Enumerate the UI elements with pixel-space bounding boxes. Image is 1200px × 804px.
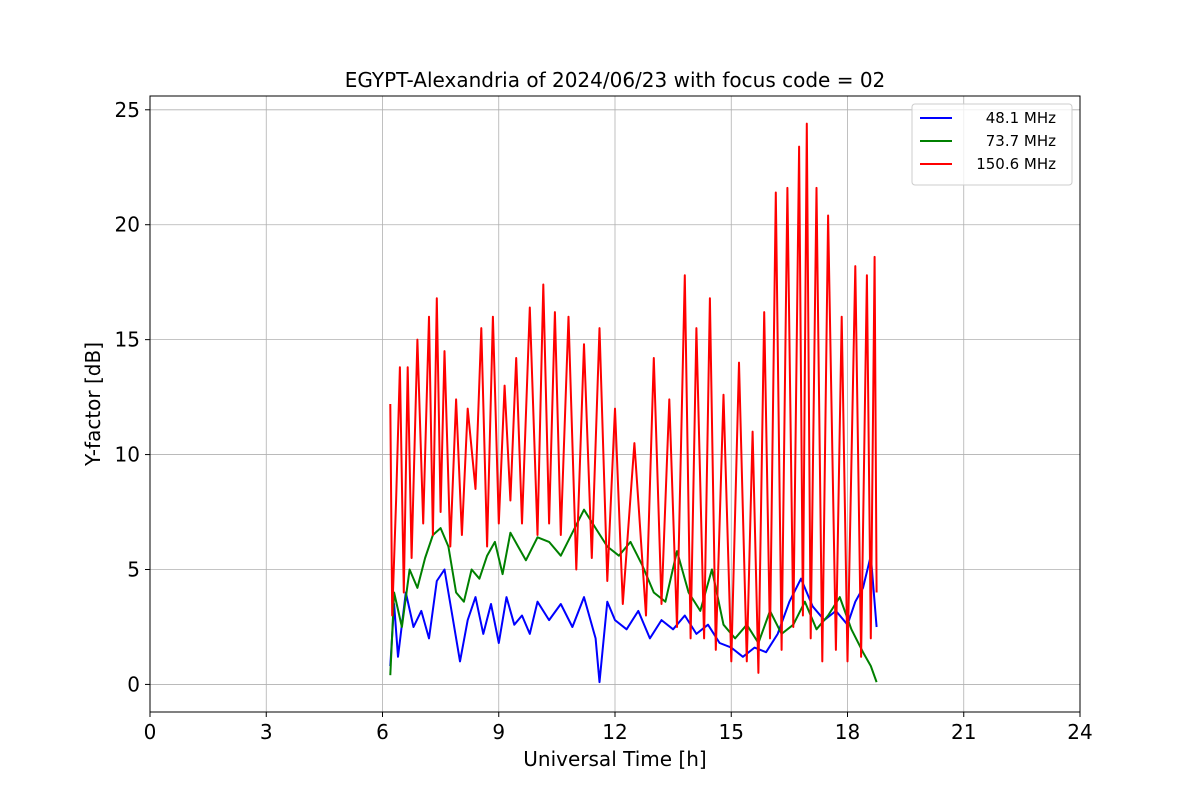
- legend-label: 73.7 MHz: [986, 132, 1056, 150]
- y-tick-label: 10: [115, 443, 140, 467]
- legend-label: 150.6 MHz: [976, 155, 1056, 173]
- y-axis-label: Y-factor [dB]: [81, 342, 105, 467]
- y-tick-label: 15: [115, 328, 140, 352]
- series-lines: [389, 122, 878, 684]
- x-tick-label: 9: [492, 720, 505, 744]
- x-tick-label: 18: [835, 720, 860, 744]
- x-tick-label: 12: [602, 720, 627, 744]
- series-line-2: [389, 508, 878, 683]
- x-tick-label: 21: [951, 720, 976, 744]
- legend: 48.1 MHz 73.7 MHz 150.6 MHz: [911, 103, 1073, 186]
- x-tick-label: 0: [144, 720, 157, 744]
- x-tick-label: 3: [260, 720, 273, 744]
- x-axis-label: Universal Time [h]: [523, 747, 706, 771]
- y-tick-label: 20: [115, 213, 140, 237]
- y-tick-label: 5: [127, 557, 140, 581]
- legend-label: 48.1 MHz: [986, 109, 1056, 127]
- y-tick-label: 0: [127, 672, 140, 696]
- x-tick-label: 15: [719, 720, 744, 744]
- axis-ticks: 0 3 6 9 12 15 18 21 24 0 5 10 15 20 25: [115, 98, 1093, 744]
- series-line-3: [389, 122, 878, 674]
- x-tick-label: 24: [1067, 720, 1092, 744]
- x-tick-label: 6: [376, 720, 389, 744]
- y-tick-label: 25: [115, 98, 140, 122]
- chart-title: EGYPT-Alexandria of 2024/06/23 with focu…: [345, 68, 886, 92]
